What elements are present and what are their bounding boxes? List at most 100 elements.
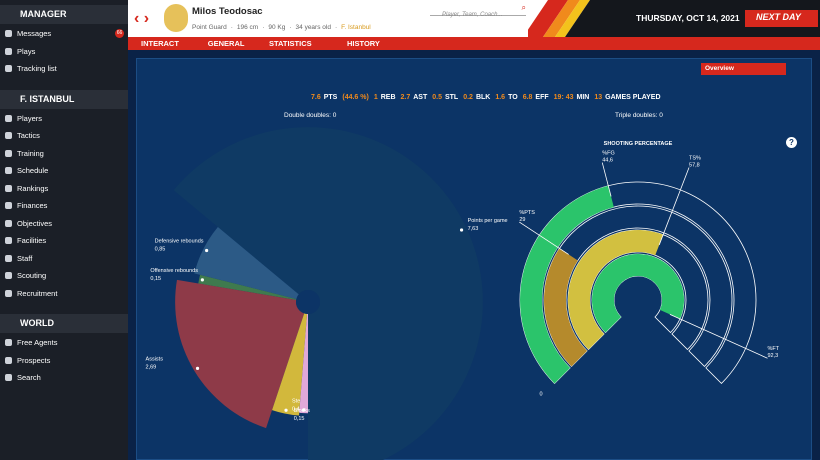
leader-line [658,167,690,246]
ring-value: 57,8 [689,162,700,168]
leader-line [519,221,569,255]
ring-bar [544,248,588,367]
sidebar-item[interactable]: Finances [0,197,128,214]
nav-bar [128,37,820,50]
item-label: Search [17,373,41,382]
stat-value: 7.6 [311,94,321,101]
item-icon [5,339,12,346]
item-label: Free Agents [17,338,58,347]
stat-label: TO [508,94,518,101]
date: THURSDAY, OCT 14, 2021 [636,13,740,23]
sidebar-item[interactable]: Schedule [0,162,128,179]
sidebar-item[interactable]: Rankings [0,180,128,197]
double-doubles: Double doubles: 0 [284,112,337,119]
item-icon [5,149,12,157]
pie-slice [173,127,483,460]
sidebar-item[interactable]: Facilities [0,232,128,249]
view-dropdown[interactable]: Overview [701,63,786,75]
item-label: Schedule [17,166,49,175]
item-label: Objectives [17,218,53,228]
stat-label: PTS [323,94,338,101]
item-icon [5,237,12,244]
section-header[interactable]: F. ISTANBUL [0,89,128,109]
item-icon [5,289,12,297]
help-icon[interactable]: ? [786,137,797,148]
sidebar-item[interactable]: Training [0,145,128,162]
pie-slice [175,279,305,429]
dropdown-value: Overview [705,65,734,72]
sidebar-item[interactable]: Tracking list [0,60,128,77]
stat-label: EFF [535,94,549,101]
search-box[interactable]: Player, Team, Coach... ⌕ [430,3,526,18]
stat-label: REB [380,94,396,101]
slice-value: 0,15 [150,276,161,282]
sidebar-item[interactable]: Search [0,369,128,386]
stat-label: STL [444,94,459,101]
sidebar-item[interactable]: Recruitment [0,285,128,302]
ring-bar [592,254,684,333]
ring-bar [567,229,664,350]
item-icon [5,374,12,381]
label-dot [200,278,204,282]
stat-value: 0.5 [432,94,442,101]
next-day-button[interactable]: NEXT DAY [756,12,801,22]
ring-label: %FT [768,346,780,352]
item-label: Plays [17,46,36,56]
triple-doubles: Triple doubles: 0 [615,112,663,119]
detail: 34 years old [295,24,331,31]
player-name: Milos Teodosac [192,6,263,17]
sidebar-item[interactable]: Scouting [0,267,128,284]
item-icon [5,254,12,262]
nav-item[interactable]: STATISTICS [269,39,312,48]
ring-value: 44,6 [602,158,613,164]
sidebar-item[interactable]: Plays [0,43,128,60]
section-header[interactable]: MANAGER [0,5,128,24]
item-label: Rankings [17,183,49,193]
nav-item[interactable]: HISTORY [347,39,380,48]
sidebar-item[interactable]: Tactics [0,127,128,144]
player-avatar [164,4,188,32]
item-icon [5,47,12,55]
item-icon [5,114,12,122]
item-icon [5,65,12,72]
separator: · [289,24,292,31]
back-forward[interactable]: ‹ › [134,10,150,27]
sidebar-item[interactable]: Objectives [0,215,128,232]
slice-label: Assists [146,356,164,362]
slice-value: 7,63 [468,226,479,232]
sidebar-item[interactable]: Prospects [0,352,128,369]
stats-line: 7.6 PTS (44.6 %) 1 REB 2.7 AST 0.5 STL 0.2 BLK 1.6 T… [306,94,661,101]
item-icon [5,219,12,227]
ring-label: %PTS [519,210,535,216]
item-icon [5,30,12,37]
search-placeholder: Player, Team, Coach... [442,12,503,18]
stat-value: 2.7 [400,94,411,101]
pie-slice [272,313,308,416]
sidebar-item[interactable]: Messages 66 [0,25,128,42]
stat-value: 1 [373,94,378,101]
slice-label: Defensive rebounds [155,238,204,244]
ring-value: 92,3 [768,353,779,359]
item-label: Tracking list [17,64,57,73]
detail: F. Istanbul [341,24,371,31]
item-label: Training [17,148,44,158]
section-header[interactable]: WORLD [0,314,128,333]
item-label: Scouting [17,271,47,280]
label-dot [195,366,200,370]
item-label: Prospects [17,355,51,365]
stat-value: (44.6 %) [342,94,369,101]
sidebar-item[interactable]: Players [0,110,128,127]
label-dot [459,228,464,232]
sidebar-item[interactable]: Staff [0,250,128,267]
separator: · [334,24,338,31]
sidebar-item[interactable]: Free Agents [0,334,128,351]
nav-item[interactable]: INTERACT [141,39,179,48]
slice-value: 0,85 [155,246,166,252]
nav-item[interactable]: GENERAL [207,39,245,48]
slice-value: 0,46 [292,406,303,412]
stat-value: 13 [594,94,603,101]
item-icon [5,167,12,174]
leader-line [601,162,612,197]
ring-value: 29 [519,217,525,223]
